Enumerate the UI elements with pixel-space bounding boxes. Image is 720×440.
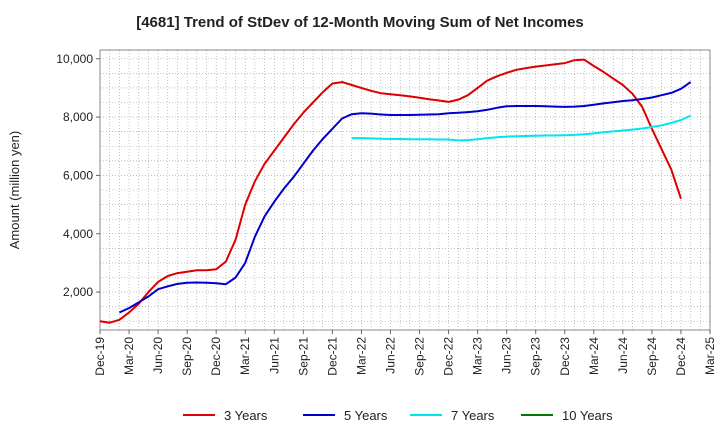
x-tick-label: Mar-21 bbox=[238, 337, 252, 375]
legend: 3 Years 5 Years 7 Years 10 Years bbox=[183, 408, 613, 423]
chart-title: [4681] Trend of StDev of 12-Month Moving… bbox=[136, 14, 584, 31]
series-lines bbox=[99, 58, 692, 324]
plot-border bbox=[99, 49, 711, 331]
legend-label-7-years: 7 Years bbox=[451, 408, 495, 423]
y-axis-label: Amount (million yen) bbox=[7, 131, 22, 250]
x-tick-label: Sep-24 bbox=[645, 337, 659, 376]
x-tick-label: Sep-22 bbox=[413, 337, 427, 376]
y-tick-label: 4,000 bbox=[63, 227, 93, 241]
y-tick-label: 8,000 bbox=[63, 110, 93, 124]
x-tick-label: Dec-24 bbox=[674, 337, 688, 376]
x-tick-label: Mar-25 bbox=[703, 337, 717, 375]
plot-background bbox=[100, 50, 710, 330]
x-tick-label: Mar-24 bbox=[587, 337, 601, 375]
y-tick-label: 10,000 bbox=[56, 52, 93, 66]
y-tick-label: 2,000 bbox=[63, 285, 93, 299]
x-tick-label: Mar-23 bbox=[471, 337, 485, 375]
x-tick-label: Jun-22 bbox=[383, 337, 397, 374]
legend-label-10-years: 10 Years bbox=[562, 408, 613, 423]
x-tick-label: Sep-20 bbox=[180, 337, 194, 376]
x-tick-label: Dec-20 bbox=[209, 337, 223, 376]
x-tick-label: Mar-20 bbox=[122, 337, 136, 375]
x-tick-label: Dec-23 bbox=[558, 337, 572, 376]
legend-label-5-years: 5 Years bbox=[344, 408, 388, 423]
x-tick-label: Dec-22 bbox=[442, 337, 456, 376]
x-axis-ticks: Dec-19 Mar-20 Jun-20 Sep-20 Dec-20 Mar-21 Jun-… bbox=[93, 330, 717, 376]
series-line-7-years bbox=[351, 114, 692, 142]
x-tick-label: Sep-23 bbox=[529, 337, 543, 376]
y-axis-ticks: 2,000 4,000 6,000 8,000 10,000 bbox=[56, 52, 100, 299]
y-tick-label: 6,000 bbox=[63, 168, 93, 182]
series-line-3-years bbox=[99, 58, 682, 324]
x-tick-label: Sep-21 bbox=[296, 337, 310, 376]
x-tick-label: Dec-21 bbox=[325, 337, 339, 376]
x-tick-label: Mar-22 bbox=[354, 337, 368, 375]
x-tick-label: Dec-19 bbox=[93, 337, 107, 376]
x-tick-label: Jun-21 bbox=[267, 337, 281, 374]
x-tick-label: Jun-23 bbox=[500, 337, 514, 374]
x-tick-label: Jun-24 bbox=[616, 337, 630, 374]
series-line-5-years bbox=[118, 81, 692, 314]
x-tick-label: Jun-20 bbox=[151, 337, 165, 374]
legend-label-3-years: 3 Years bbox=[224, 408, 268, 423]
